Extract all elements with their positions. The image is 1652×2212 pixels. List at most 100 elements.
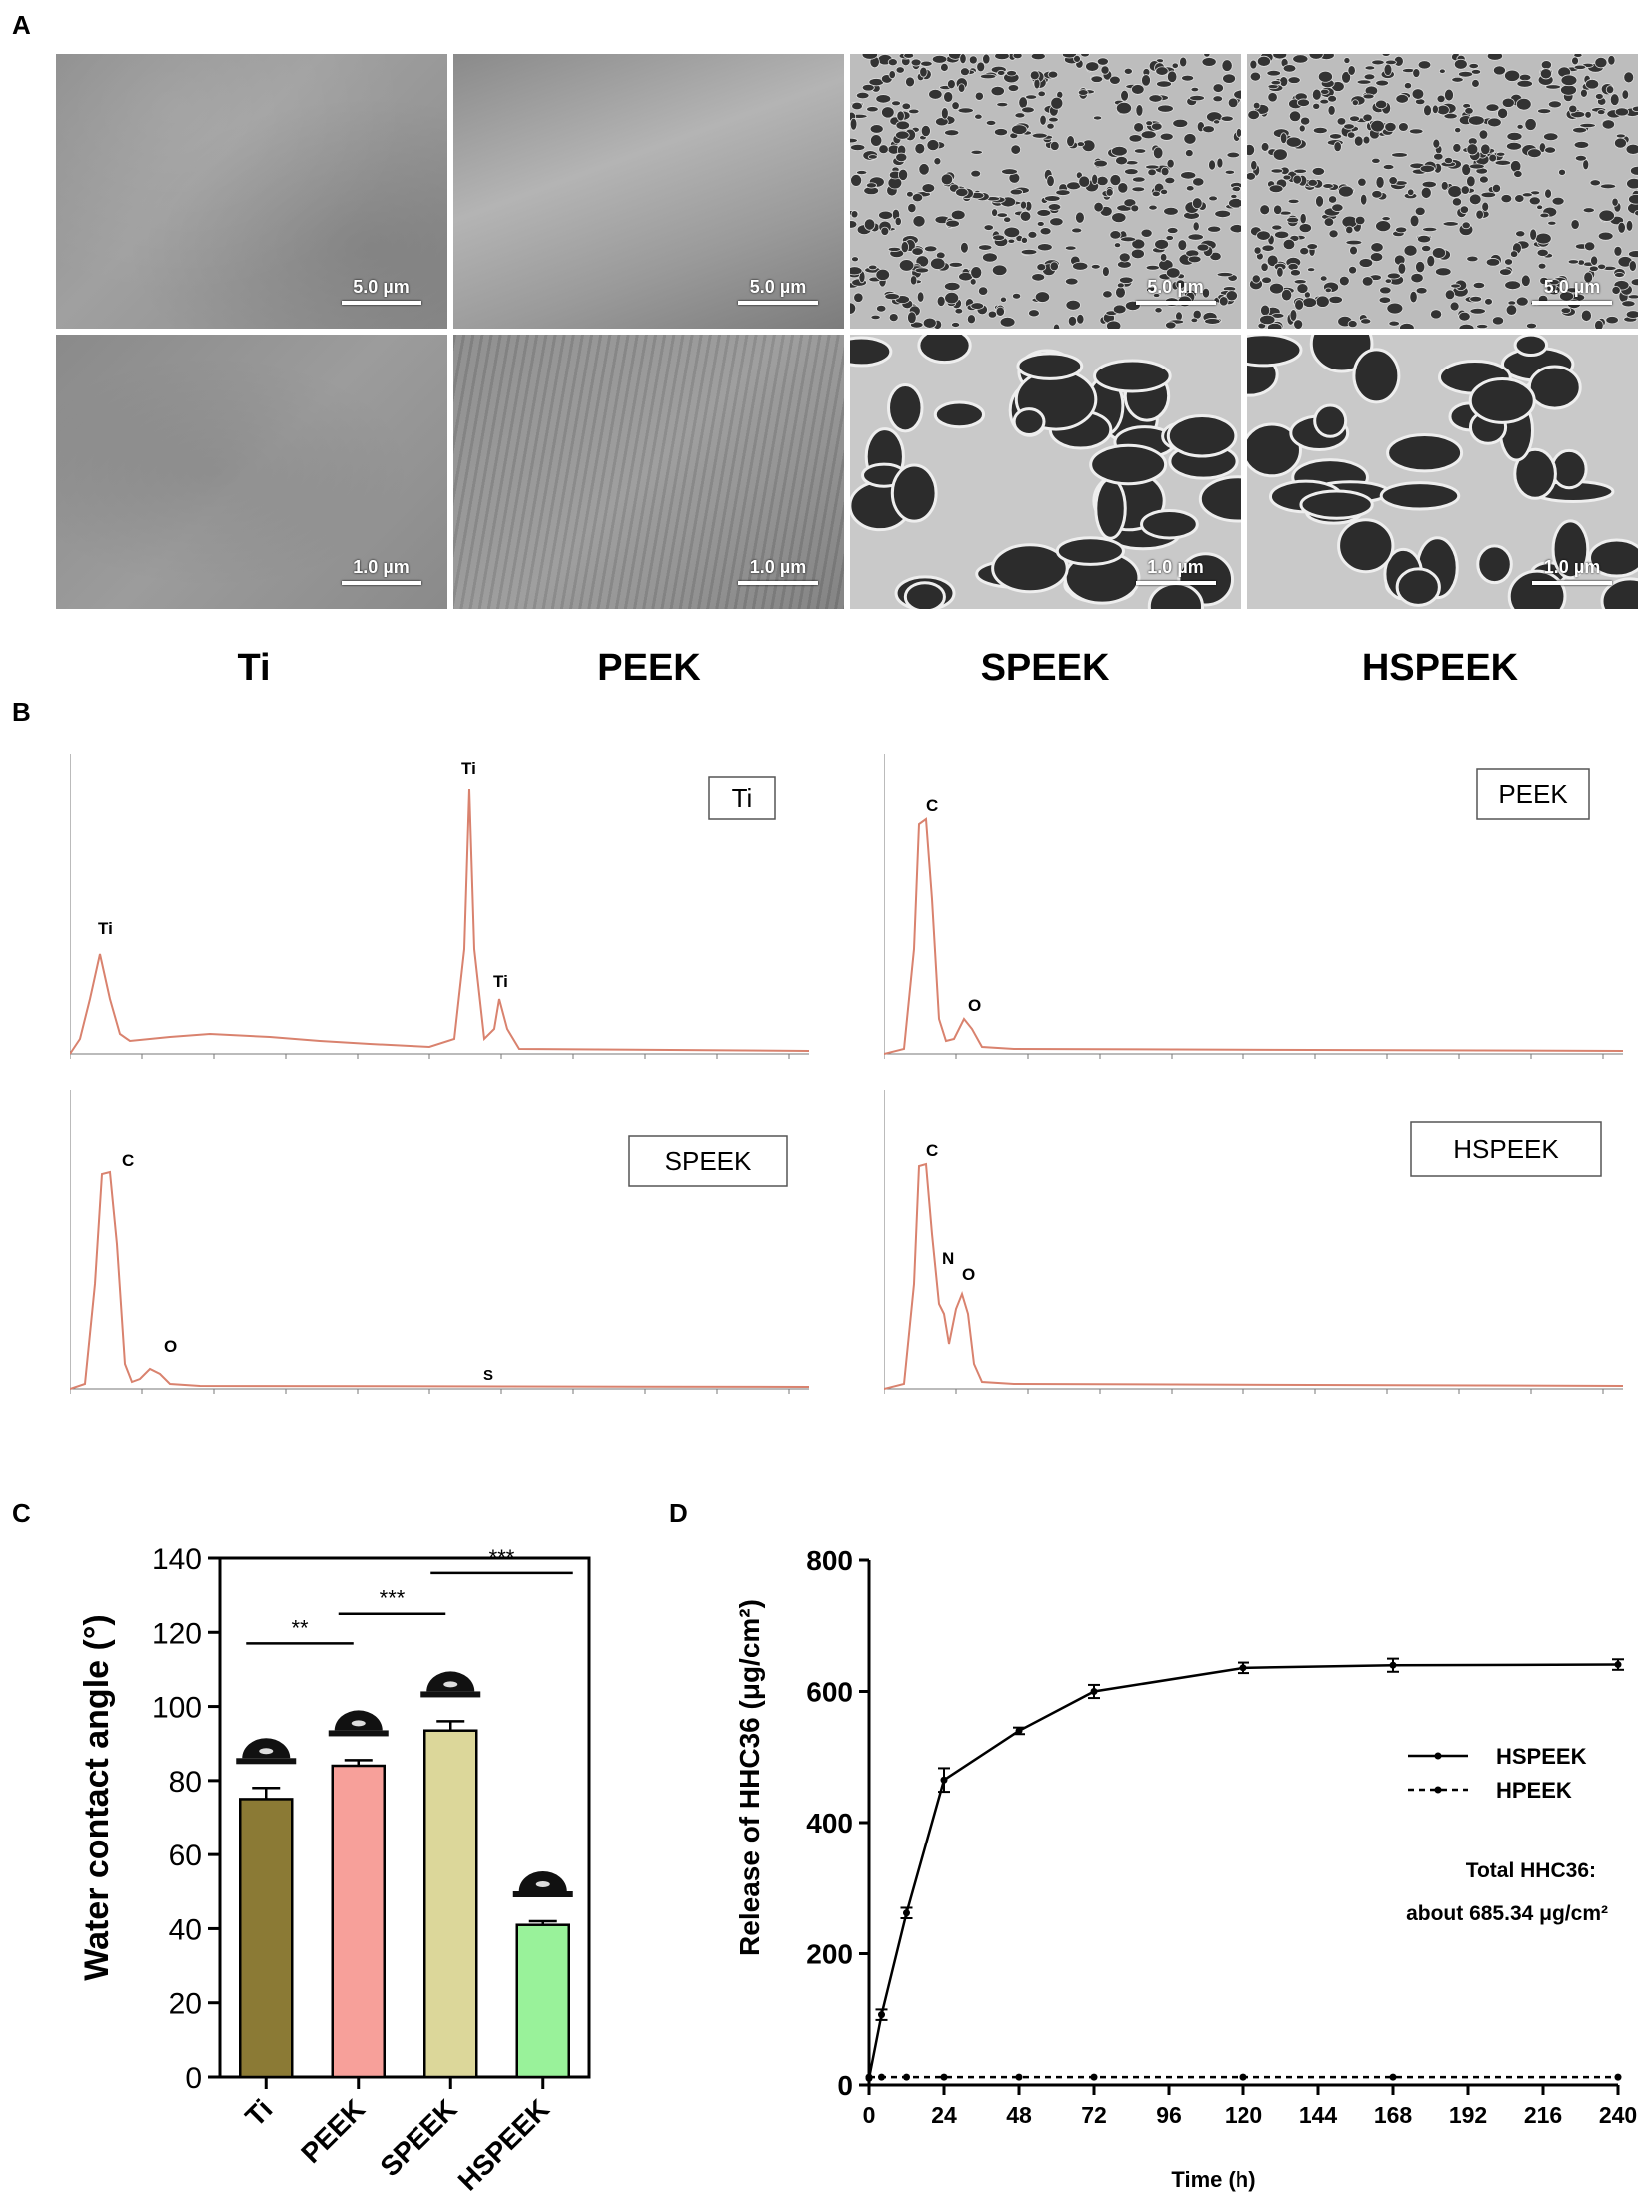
bar	[515, 1923, 570, 2079]
pore	[1046, 175, 1055, 188]
pore	[979, 73, 997, 80]
pore	[907, 311, 917, 325]
pore	[1012, 54, 1023, 60]
y-tick-label: 200	[806, 1939, 853, 1970]
pore	[1616, 221, 1626, 234]
pore	[1071, 227, 1083, 234]
y-axis-label: Release of HHC36 (μg/cm²)	[734, 1599, 765, 1956]
pore	[1385, 432, 1463, 473]
pore	[1597, 231, 1614, 241]
pore	[1094, 477, 1127, 540]
pore	[850, 336, 893, 368]
pore	[1109, 230, 1122, 240]
data-point	[1015, 2073, 1023, 2081]
x-tick-label: 0	[863, 2102, 876, 2128]
pore	[1031, 273, 1046, 282]
pore	[910, 58, 922, 67]
pore	[1537, 262, 1546, 270]
pore	[951, 101, 960, 111]
pore	[1298, 247, 1309, 256]
pore	[992, 234, 1006, 241]
pore	[1593, 56, 1607, 69]
pore	[887, 58, 898, 67]
pore	[1470, 79, 1480, 88]
pore	[1120, 236, 1137, 243]
eds-box-label: SPEEK	[665, 1146, 752, 1176]
pore	[959, 54, 967, 65]
pore	[1582, 207, 1595, 214]
pore	[944, 129, 960, 137]
scale-bar: 5.0 µm	[341, 277, 421, 305]
pore	[1432, 152, 1443, 161]
pore	[850, 302, 857, 315]
pore	[1465, 255, 1478, 263]
pore	[1183, 133, 1197, 145]
pore	[1105, 187, 1114, 197]
pore	[887, 246, 901, 252]
pore	[1463, 107, 1474, 115]
pore	[1152, 293, 1161, 298]
pore	[968, 55, 978, 65]
pore	[1528, 228, 1537, 241]
pore	[911, 193, 924, 203]
pore	[1505, 304, 1517, 316]
pore	[954, 308, 964, 315]
pore	[903, 581, 946, 609]
pore	[1180, 171, 1197, 180]
y-tick-label: 0	[837, 2070, 853, 2101]
pore	[1033, 78, 1041, 90]
pore	[1151, 190, 1161, 198]
pore	[1431, 138, 1440, 149]
pore	[1374, 79, 1389, 87]
x-tick-label: Ti	[239, 2093, 278, 2132]
pore	[982, 54, 991, 65]
pore	[901, 102, 912, 111]
pore	[1516, 123, 1524, 130]
pore	[1351, 348, 1400, 404]
pore	[1252, 101, 1260, 110]
pore	[905, 76, 915, 88]
pore	[1403, 82, 1412, 90]
pore	[974, 113, 983, 120]
pore	[933, 400, 986, 429]
pore	[1115, 286, 1126, 299]
pore	[1208, 195, 1218, 202]
pore	[1609, 93, 1620, 106]
pore	[919, 66, 928, 78]
eds-peak-label: N	[942, 1249, 954, 1268]
pore	[1265, 69, 1281, 77]
pore	[1160, 166, 1170, 177]
pore	[1064, 277, 1079, 286]
data-point	[865, 2073, 873, 2081]
pore	[1166, 413, 1238, 458]
pore	[1246, 172, 1256, 181]
pore	[1600, 577, 1638, 609]
pore	[1039, 227, 1052, 236]
pore	[1039, 114, 1047, 126]
pore	[1470, 69, 1481, 75]
pore	[1431, 247, 1446, 259]
pore	[977, 286, 989, 296]
pore	[1361, 276, 1373, 287]
eds-peak-label: C	[926, 796, 938, 815]
pore	[1019, 210, 1032, 222]
pore	[1330, 203, 1344, 212]
pore	[1208, 159, 1216, 171]
pore	[1369, 252, 1383, 263]
pore	[868, 264, 878, 271]
scale-bar-label: 1.0 µm	[1147, 557, 1204, 577]
pore	[1159, 253, 1168, 262]
pore	[920, 60, 933, 67]
y-tick-label: 600	[806, 1677, 853, 1708]
pore	[1292, 168, 1307, 174]
pore	[1613, 137, 1627, 149]
pore	[1512, 170, 1523, 178]
pore	[1539, 68, 1552, 80]
scale-bar-label: 5.0 µm	[1147, 277, 1204, 297]
pore	[1429, 309, 1442, 320]
eds-peak-label: O	[164, 1337, 177, 1356]
pore	[1440, 181, 1449, 191]
pore	[1154, 307, 1163, 314]
pore	[1492, 65, 1506, 76]
pore	[1485, 103, 1499, 112]
